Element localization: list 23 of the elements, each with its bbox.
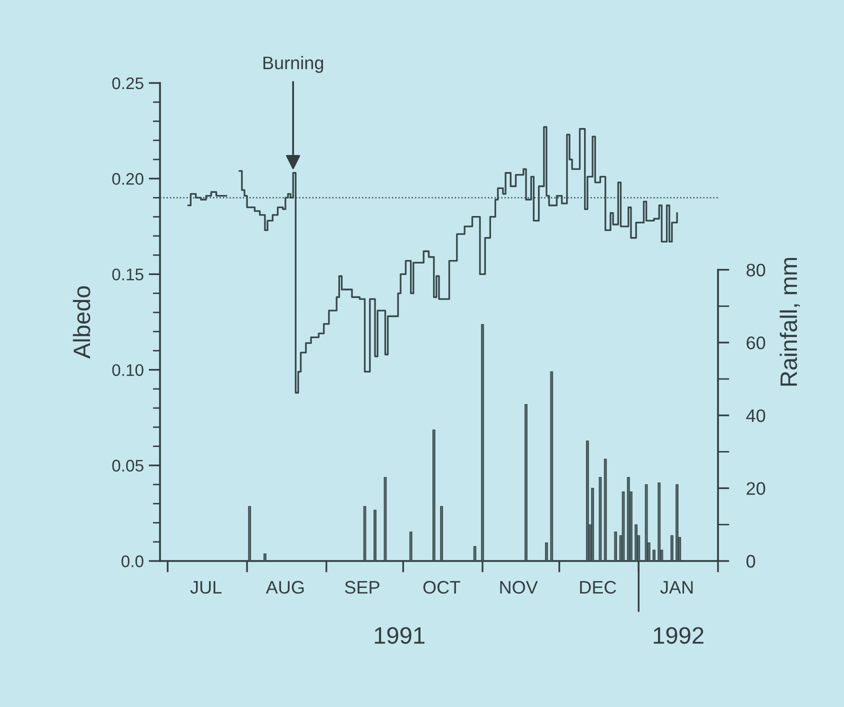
y2-tick-label: 0 [746,554,756,568]
y2-tick-label: 60 [746,336,766,350]
y-tick-label: 0.25 [112,77,144,90]
text: 1991 [374,627,424,644]
y2-tick-label: 20 [746,482,766,495]
x-tick-label: JUL [190,581,222,594]
y2-tick-label: 80 [746,264,766,276]
text: 1992 [654,627,704,644]
x-tick-label: DEC [580,580,616,594]
x-tick-label: JAN [660,581,693,594]
y-tick-label: 0.0 [122,555,144,568]
x-tick-label: SEP [344,580,380,594]
x-tick-label: AUG [266,580,304,594]
annotation: Burning [263,56,324,73]
y-axis-title: Albedo [72,286,90,359]
y2-axis-title: Rainfall, mm [780,258,800,386]
x-tick-label: NOV [500,580,538,594]
y-tick-label: 0.05 [112,460,144,472]
y-tick-label: 0.20 [112,173,144,185]
y2-tick-label: 40 [746,409,766,422]
y-tick-label: 0.10 [112,364,144,376]
x-tick-label: OCT [423,580,460,594]
y-tick-label: 0.15 [112,268,144,280]
